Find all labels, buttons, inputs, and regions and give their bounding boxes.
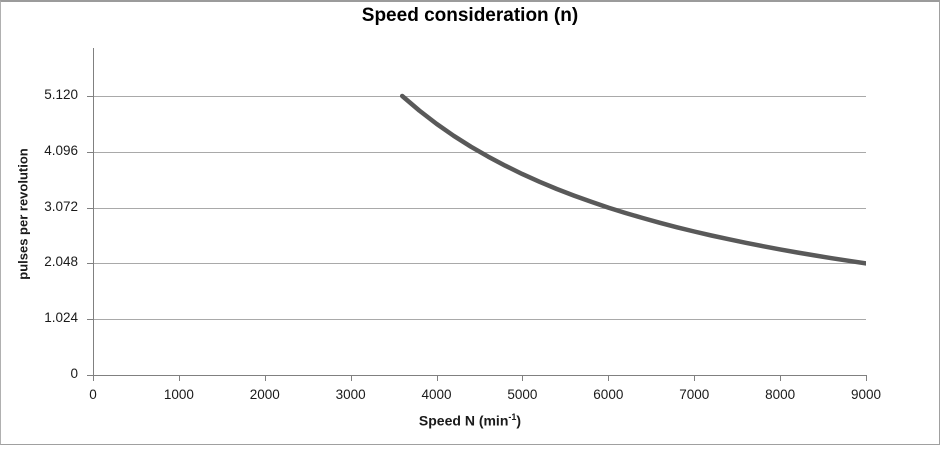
x-tick-mark: [522, 375, 524, 381]
y-tick-mark: [87, 375, 93, 376]
x-tick-mark: [178, 375, 180, 381]
data-series-chart: [399, 93, 866, 266]
x-tick-label: 1000: [163, 387, 194, 402]
x-axis-title: Speed N (min-1): [0, 412, 940, 429]
x-tick-label: 9000: [850, 387, 882, 402]
x-tick-mark: [780, 375, 782, 381]
y-tick-label: 5.120: [44, 86, 78, 102]
x-tick-label: 7000: [679, 387, 710, 402]
plot-area: [93, 48, 866, 375]
y-tick-label: 2.048: [44, 254, 78, 270]
y-tick-mark: [87, 207, 93, 209]
x-axis-line: [93, 375, 867, 376]
x-tick-label: 8000: [765, 387, 796, 402]
x-tick-mark: [866, 375, 867, 381]
x-tick-mark: [264, 375, 266, 381]
x-tick-mark: [350, 375, 352, 381]
y-tick-label: 3.072: [44, 198, 78, 214]
x-tick-label: 5000: [507, 387, 538, 402]
x-axis-title-superscript: -1: [508, 412, 517, 422]
x-tick-label: 4000: [421, 387, 452, 402]
y-tick-label: 4.096: [44, 142, 78, 158]
y-tick-mark: [87, 95, 93, 97]
chart-title: Speed consideration (n): [361, 5, 579, 26]
y-axis-line: [93, 48, 94, 376]
x-tick-label: 3000: [335, 387, 366, 402]
x-tick-label: 6000: [593, 387, 624, 402]
y-gridline: [93, 207, 866, 209]
x-tick-mark: [608, 375, 610, 381]
y-gridline: [93, 95, 866, 97]
data-series-line: [399, 93, 866, 266]
y-tick-label: 1.024: [44, 310, 78, 326]
y-tick-mark: [87, 263, 93, 265]
x-tick-label: 2000: [249, 387, 280, 402]
x-axis-title-suffix: ): [516, 412, 522, 429]
x-tick-label: 0: [89, 387, 97, 402]
x-tick-mark: [694, 375, 696, 381]
x-axis-title-text: Speed N (min: [418, 412, 509, 429]
y-tick-mark: [87, 151, 93, 153]
y-tick-label: 0: [70, 366, 78, 381]
y-gridline: [93, 263, 866, 265]
x-tick-mark: [93, 375, 94, 381]
y-gridline: [93, 319, 866, 321]
y-tick-mark: [87, 319, 93, 321]
x-tick-mark: [436, 375, 438, 381]
